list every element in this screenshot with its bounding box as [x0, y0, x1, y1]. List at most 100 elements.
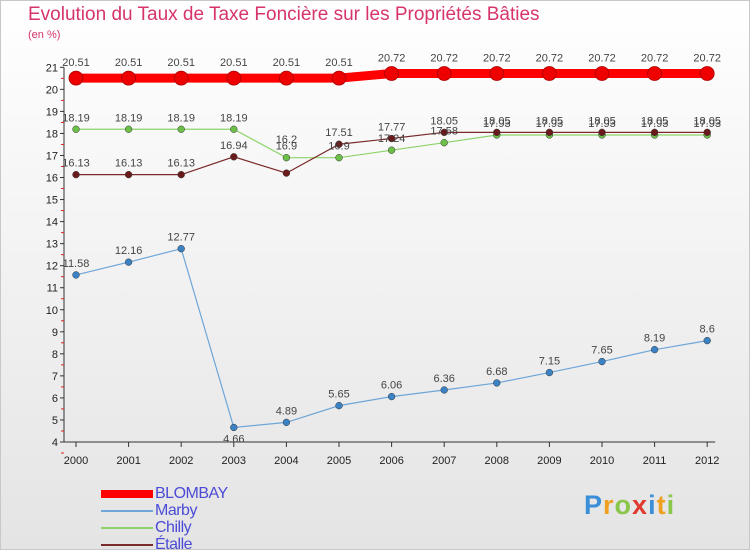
logo-letter: i: [666, 490, 676, 520]
data-label: 18.05: [536, 115, 564, 127]
data-point: [598, 128, 606, 136]
y-tick-label: 15: [46, 195, 58, 207]
data-label: 18.05: [588, 115, 616, 127]
x-tick-label: 2000: [64, 455, 88, 467]
data-point: [542, 66, 557, 81]
chart-legend: BLOMBAY Marby Chilly Étalle: [101, 485, 228, 553]
data-label: 7.15: [539, 356, 560, 368]
x-tick-label: 2011: [643, 455, 667, 467]
data-point: [177, 171, 185, 179]
data-label: 20.72: [641, 52, 669, 64]
data-point: [72, 171, 80, 179]
logo-letter: P: [584, 490, 604, 520]
logo-letter: t: [656, 490, 667, 520]
legend-item: BLOMBAY: [101, 485, 228, 502]
data-point: [177, 245, 185, 253]
legend-label: Marby: [155, 501, 197, 519]
data-label: 16.13: [62, 158, 90, 170]
data-point: [387, 392, 396, 401]
data-label: 16.94: [220, 140, 248, 152]
data-label: 18.05: [430, 115, 458, 127]
y-tick-label: 18: [46, 128, 58, 140]
data-label: 16.2: [276, 134, 297, 146]
x-tick-label: 2001: [116, 455, 140, 467]
data-label: 17.24: [378, 133, 406, 145]
legend-swatch: [101, 543, 153, 546]
data-point: [282, 418, 291, 427]
data-point: [335, 154, 343, 162]
data-label: 20.72: [483, 52, 511, 64]
data-label: 18.05: [483, 115, 511, 127]
y-tick-label: 4: [52, 437, 58, 449]
data-label: 4.89: [276, 405, 297, 417]
legend-item: Marby: [101, 502, 228, 519]
data-label: 12.16: [115, 245, 143, 257]
data-label: 17.58: [430, 126, 458, 138]
data-point: [440, 139, 448, 147]
y-tick-label: 6: [52, 393, 58, 405]
data-point: [493, 128, 501, 136]
legend-label: Chilly: [155, 518, 192, 536]
data-point: [493, 379, 501, 387]
logo-letter: o: [614, 490, 633, 520]
y-tick-label: 8: [52, 349, 58, 361]
data-label: 18.19: [220, 112, 248, 124]
data-point: [282, 169, 291, 177]
data-label: 17.77: [378, 122, 406, 134]
y-tick-label: 14: [46, 217, 58, 229]
data-label: 11.58: [63, 258, 90, 270]
data-label: 17.93: [536, 118, 564, 130]
data-point: [173, 70, 189, 86]
logo-letter: x: [632, 490, 649, 520]
data-label: 17.51: [325, 127, 353, 139]
data-point: [387, 134, 396, 143]
data-point: [331, 70, 347, 86]
data-point: [703, 336, 711, 345]
data-point: [335, 401, 343, 410]
data-point: [230, 153, 238, 161]
data-label: 17.93: [693, 118, 721, 130]
data-point: [647, 66, 662, 81]
data-label: 20.72: [536, 52, 564, 64]
data-point: [124, 258, 133, 266]
data-label: 6.68: [486, 366, 507, 378]
data-label: 20.51: [167, 57, 195, 69]
logo-letter: i: [648, 490, 657, 520]
data-label: 17.93: [483, 118, 511, 130]
y-tick-label: 9: [52, 327, 58, 339]
data-label: 8.6: [700, 324, 715, 336]
data-label: 20.51: [325, 57, 353, 69]
data-point: [72, 125, 80, 133]
y-tick-label: 13: [46, 239, 58, 251]
legend-label: BLOMBAY: [155, 484, 228, 502]
x-tick-label: 2003: [222, 455, 246, 467]
data-label: 6.06: [381, 380, 402, 392]
data-point: [545, 128, 554, 136]
data-point: [72, 271, 80, 279]
data-label: 4.66: [223, 433, 244, 445]
data-label: 20.72: [378, 52, 406, 64]
y-tick-label: 5: [52, 415, 58, 427]
y-tick-label: 16: [46, 173, 58, 185]
y-tick-label: 21: [46, 62, 58, 74]
legend-item: Étalle: [101, 536, 228, 553]
data-point: [650, 346, 659, 354]
x-tick-label: 2006: [379, 455, 403, 467]
data-label: 20.51: [115, 57, 143, 69]
data-label: 20.51: [220, 57, 248, 69]
data-point: [545, 368, 554, 377]
x-tick-label: 2008: [485, 455, 509, 467]
data-point: [440, 128, 448, 136]
data-label: 20.72: [430, 52, 458, 64]
data-label: 20.51: [273, 57, 301, 69]
chart-title: Evolution du Taux de Taxe Foncière sur l…: [28, 4, 540, 25]
data-point: [650, 128, 659, 136]
data-point: [440, 386, 448, 394]
data-point: [226, 70, 242, 86]
data-point: [121, 70, 136, 86]
data-label: 18.19: [115, 112, 143, 124]
data-point: [598, 357, 606, 366]
data-label: 16.13: [115, 158, 143, 170]
